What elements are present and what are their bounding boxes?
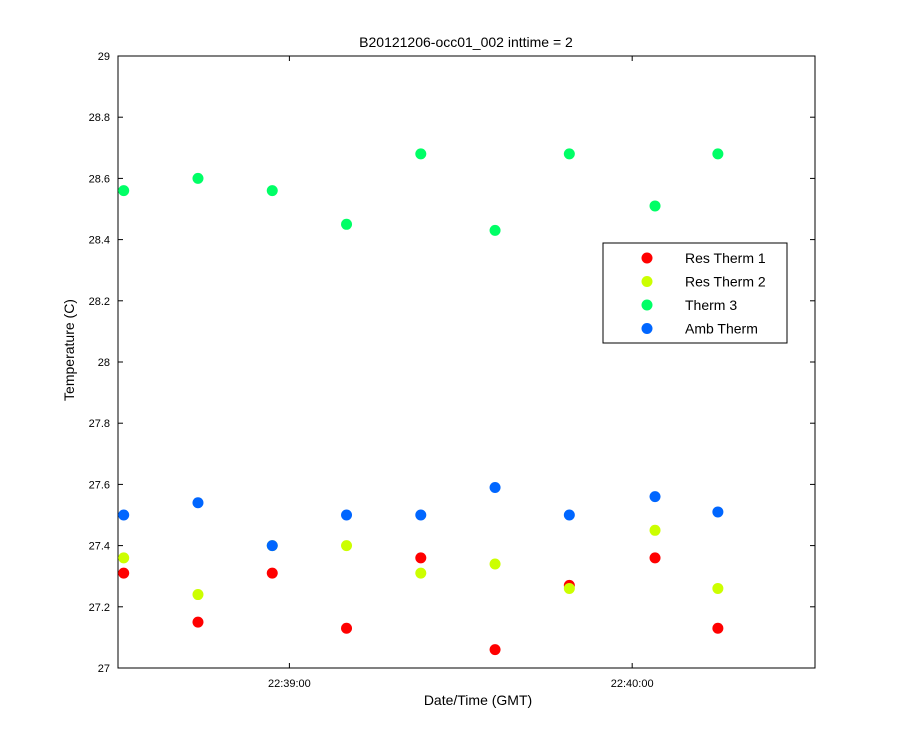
x-axis-title: Date/Time (GMT) (424, 692, 532, 708)
legend-marker-res-therm-2 (641, 276, 653, 287)
point-therm-3 (563, 148, 575, 160)
point-amb-therm (341, 509, 353, 521)
point-therm-3 (712, 148, 724, 160)
point-therm-3 (118, 185, 130, 197)
point-res-therm-1 (415, 552, 427, 564)
legend-marker-res-therm-1 (641, 252, 653, 264)
plot-area (117, 55, 816, 669)
data-points (118, 148, 724, 656)
point-res-therm-2 (118, 552, 130, 564)
point-amb-therm (266, 540, 278, 552)
y-tick-label: 28.6 (89, 173, 110, 185)
point-amb-therm (118, 509, 130, 521)
point-res-therm-1 (489, 644, 501, 656)
point-amb-therm (192, 497, 204, 509)
point-res-therm-1 (712, 622, 724, 634)
point-amb-therm (649, 491, 661, 503)
legend-label-res-therm-1: Res Therm 1 (685, 250, 766, 266)
point-res-therm-1 (118, 567, 130, 579)
point-res-therm-1 (649, 552, 661, 564)
legend-marker-therm-3 (641, 299, 653, 311)
legend-marker-amb-therm (641, 323, 653, 334)
point-therm-3 (649, 200, 661, 212)
y-tick-label: 28.4 (89, 235, 110, 247)
y-tick-label: 27.6 (89, 479, 110, 491)
y-tick-label: 27.2 (89, 602, 110, 614)
legend-label-amb-therm: Amb Therm (685, 321, 758, 337)
point-amb-therm (489, 481, 501, 493)
point-therm-3 (415, 148, 427, 160)
point-res-therm-1 (266, 567, 278, 579)
point-amb-therm (712, 506, 724, 518)
y-axis: 27 27.2 27.4 27.6 27.8 28 28.2 28.4 28.6 28.8 29 (89, 51, 815, 675)
legend-label-therm-3: Therm 3 (685, 297, 737, 313)
point-amb-therm (415, 509, 427, 521)
x-tick-label: 22:40:00 (611, 678, 654, 690)
point-therm-3 (192, 172, 204, 184)
y-tick-label: 28.8 (89, 112, 110, 124)
y-tick-label: 27 (98, 663, 110, 675)
y-tick-label: 28.2 (89, 296, 110, 308)
chart-title: B20121206-occ01_002 inttime = 2 (359, 34, 573, 50)
y-axis-title: Temperature (C) (61, 299, 77, 401)
point-res-therm-2 (563, 582, 575, 594)
point-amb-therm (563, 509, 575, 521)
point-res-therm-2 (649, 524, 661, 536)
point-res-therm-2 (415, 567, 427, 579)
point-res-therm-1 (192, 616, 204, 628)
point-res-therm-2 (341, 540, 353, 552)
legend: Res Therm 1 Res Therm 2 Therm 3 Amb Therm (602, 242, 788, 344)
y-tick-label: 29 (98, 51, 110, 63)
y-tick-label: 28 (98, 357, 110, 369)
y-tick-label: 27.8 (89, 418, 110, 430)
point-therm-3 (266, 185, 278, 197)
legend-label-res-therm-2: Res Therm 2 (685, 274, 766, 290)
point-res-therm-2 (712, 582, 724, 594)
x-tick-label: 22:39:00 (268, 678, 311, 690)
point-res-therm-1 (341, 622, 353, 634)
y-tick-label: 27.4 (89, 541, 110, 553)
legend-box (602, 242, 788, 344)
x-axis: 22:39:00 22:40:00 (268, 56, 654, 690)
point-res-therm-2 (489, 558, 501, 570)
point-therm-3 (489, 224, 501, 236)
point-res-therm-2 (192, 589, 204, 601)
point-therm-3 (341, 218, 353, 230)
